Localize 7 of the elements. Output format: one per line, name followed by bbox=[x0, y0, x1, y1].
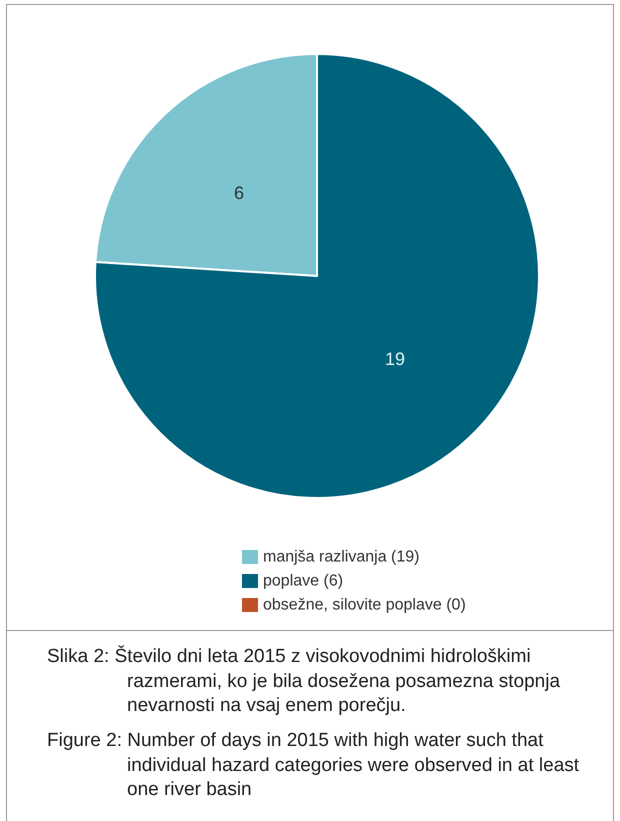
data-label: 6 bbox=[234, 182, 244, 203]
legend-label: poplave (6) bbox=[263, 572, 344, 590]
text: Slika 2: Število dni leta 2015 z visokovodnimi hidrološkimi razmerami, ko je bila dosežena posamezna stopnja nevarnosti na vsaj enem porečju. bbox=[47, 645, 562, 718]
legend-label: obsežne, silovite poplave (0) bbox=[263, 596, 466, 614]
legend-label: manjša razlivanja (19) bbox=[263, 548, 420, 566]
data-label: 19 bbox=[385, 349, 406, 370]
caption: Figure 2: Number of days in 2015 with high water such that individual hazard categories were observed in at least one river basin bbox=[47, 729, 580, 802]
